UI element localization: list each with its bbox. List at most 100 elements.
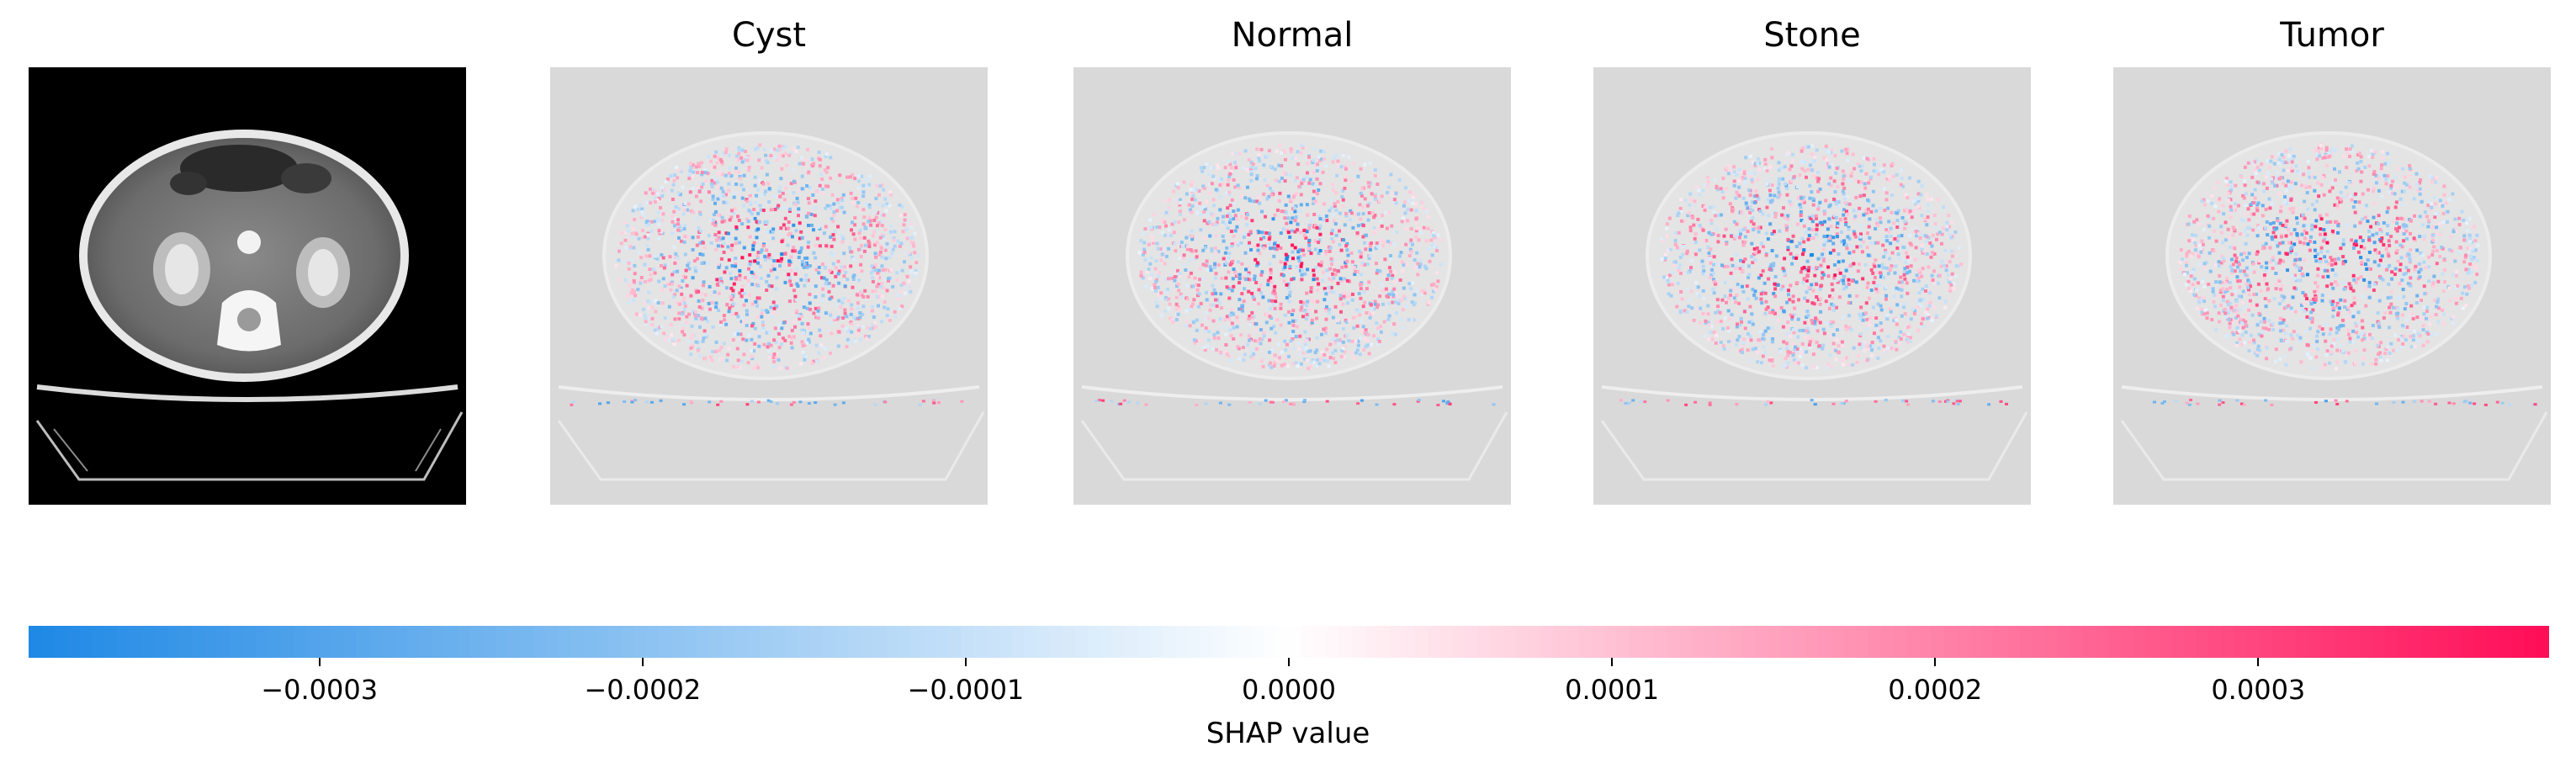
shap-pixel (1224, 261, 1228, 265)
shap-pixel (2236, 322, 2240, 326)
shap-pixel (827, 289, 831, 294)
shap-pixel (752, 349, 756, 353)
shap-pixel (861, 312, 865, 316)
shap-pixel (1325, 273, 1329, 278)
shap-pixel (811, 193, 815, 197)
shap-pixel (1338, 277, 1343, 281)
shap-pixel (1677, 267, 1681, 271)
shap-pixel (1833, 263, 1837, 267)
shap-pixel (1301, 269, 1305, 273)
shap-pixel (792, 400, 796, 404)
shap-pixel (1227, 174, 1232, 178)
shap-pixel (1301, 248, 1305, 252)
shap-pixel (1150, 273, 1154, 277)
shap-pixel (1293, 246, 1297, 250)
shap-pixel (800, 321, 804, 326)
shap-pixel (1768, 265, 1773, 269)
shap-pixel (1822, 156, 1826, 160)
shap-pixel (1266, 278, 1270, 283)
shap-pixel (1380, 224, 1384, 228)
shap-pixel (2429, 208, 2433, 211)
shap-pixel (2343, 305, 2346, 309)
shap-pixel (663, 316, 667, 320)
shap-pixel (1908, 269, 1911, 273)
shap-pixel (1204, 263, 1208, 267)
shap-pixel (701, 339, 705, 343)
shap-pixel (1322, 298, 1327, 302)
shap-pixel (1432, 289, 1435, 294)
shap-pixel (1736, 283, 1740, 287)
shap-pixel (1228, 218, 1232, 222)
shap-pixel (1721, 177, 1725, 181)
shap-pixel (872, 230, 876, 234)
shap-pixel (1679, 198, 1683, 202)
shap-pixel (860, 244, 864, 247)
shap-pixel (727, 310, 731, 314)
shap-pixel (806, 278, 810, 283)
shap-pixel (1167, 246, 1171, 251)
shap-pixel (1897, 342, 1901, 347)
shap-pixel (1248, 278, 1252, 282)
shap-pixel (1238, 307, 1241, 311)
shap-pixel (1802, 220, 1806, 225)
shap-pixel (1728, 317, 1732, 321)
shap-pixel (848, 175, 852, 179)
shap-pixel (1814, 232, 1818, 236)
shap-pixel (867, 335, 871, 338)
shap-pixel (655, 198, 660, 202)
shap-pixel (1896, 252, 1900, 257)
shap-pixel (2288, 251, 2292, 255)
shap-pixel (804, 273, 808, 278)
shap-pixel (2447, 198, 2451, 202)
shap-pixel (1834, 171, 1838, 175)
shap-pixel (1836, 235, 1839, 239)
shap-pixel (2393, 267, 2398, 271)
shap-pixel (745, 309, 749, 313)
shap-pixel (738, 278, 742, 282)
shap-pixel (1770, 249, 1774, 252)
shap-pixel (1737, 236, 1741, 240)
shap-pixel (775, 158, 779, 162)
shap-pixel (700, 161, 704, 165)
shap-pixel (700, 291, 703, 295)
shap-pixel (840, 205, 844, 209)
shap-pixel (1291, 216, 1295, 220)
shap-pixel (868, 219, 872, 223)
shap-pixel (729, 295, 733, 299)
shap-pixel (1231, 259, 1235, 263)
shap-pixel (1354, 339, 1358, 343)
shap-pixel (814, 243, 818, 247)
shap-pixel (1789, 283, 1793, 288)
shap-pixel (793, 325, 797, 329)
shap-pixel (2202, 198, 2206, 202)
shap-pixel (1829, 176, 1833, 180)
shap-pixel (702, 261, 706, 265)
shap-pixel (795, 196, 799, 200)
shap-pixel (1419, 230, 1423, 235)
shap-pixel (867, 245, 872, 248)
shap-pixel (1238, 186, 1242, 190)
shap-pixel (1429, 238, 1434, 242)
shap-pixel (632, 289, 636, 294)
shap-pixel (661, 277, 665, 281)
shap-pixel (1364, 344, 1368, 348)
shap-pixel (1660, 237, 1664, 241)
shap-pixel (697, 318, 701, 322)
shap-pixel (808, 307, 813, 311)
shap-pixel (877, 193, 881, 197)
shap-pixel (1289, 149, 1293, 153)
shap-pixel (1708, 401, 1712, 405)
shap-pixel (2231, 319, 2235, 323)
shap-pixel (1235, 315, 1239, 320)
shap-pixel (1738, 267, 1742, 271)
shap-pixel (2292, 330, 2296, 334)
shap-pixel (1317, 226, 1322, 230)
shap-pixel (1290, 278, 1294, 282)
shap-pixel (746, 220, 750, 223)
shap-pixel (1174, 249, 1178, 253)
shap-pixel (1192, 298, 1196, 302)
shap-pixel (1203, 246, 1207, 250)
shap-pixel (1317, 215, 1322, 219)
shap-pixel (1756, 350, 1760, 354)
shap-pixel (1262, 246, 1266, 251)
